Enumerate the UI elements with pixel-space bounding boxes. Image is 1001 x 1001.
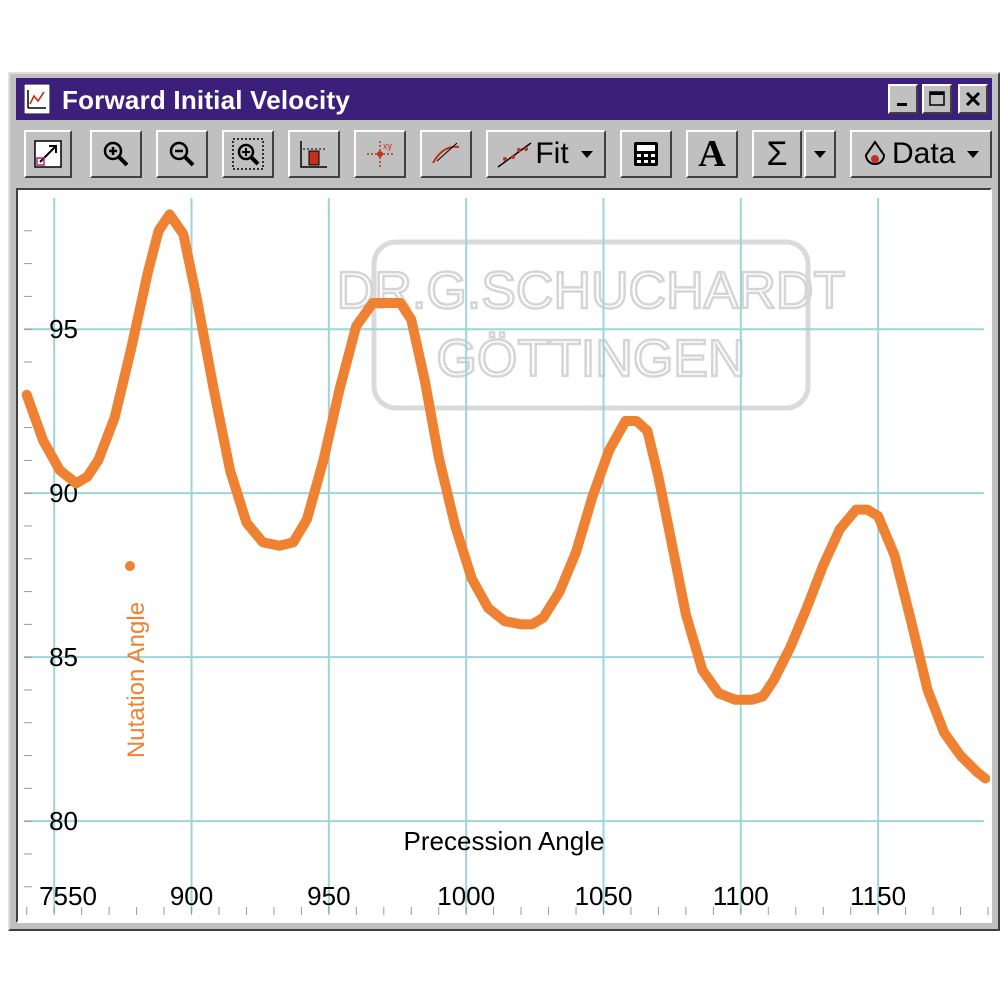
y-tick-label: 85: [49, 642, 78, 672]
window-title: Forward Initial Velocity: [62, 85, 350, 115]
nutation-curve: [21, 209, 991, 784]
zoom-in-icon: [103, 141, 129, 167]
graph-app-icon: [24, 84, 50, 114]
x-tick-label: 900: [170, 881, 213, 911]
maximize-icon: [929, 91, 945, 106]
x-axis-label: Precession Angle: [404, 826, 605, 856]
plot-area[interactable]: DR.G.SCHUCHARDT GÖTTINGEN 80 85 90 95 900 95…: [16, 188, 992, 923]
chevron-down-icon: [814, 151, 826, 158]
text-label: A: [698, 133, 726, 175]
data-dropdown[interactable]: Data: [850, 130, 992, 178]
close-icon: [965, 91, 981, 107]
zoom-region-icon: [232, 138, 264, 170]
toolbar: xy Fit A: [16, 126, 992, 182]
x-tick-label: 1050: [575, 881, 633, 911]
x-tick-label: 1100: [713, 881, 769, 911]
graph-window: Forward Initial Velocity: [8, 72, 1000, 931]
x-tick-label: 950: [307, 881, 350, 911]
statistics-button[interactable]: [288, 130, 340, 178]
zoom-out-button[interactable]: [156, 130, 208, 178]
integral-dropdown[interactable]: [804, 130, 836, 178]
fit-dropdown[interactable]: Fit: [486, 130, 606, 178]
chevron-down-icon: [580, 151, 593, 158]
x-axis: 900 950 1000 1050 1100 1150: [170, 881, 906, 911]
series-marker: [125, 561, 135, 571]
maximize-button[interactable]: [922, 84, 952, 114]
sigma-label: Σ: [766, 134, 788, 173]
watermark-line2: GÖTTINGEN: [436, 330, 745, 388]
chevron-down-icon: [967, 151, 980, 158]
calculator-button[interactable]: [620, 130, 672, 178]
integral-button[interactable]: Σ: [752, 130, 802, 178]
zoom-in-button[interactable]: [90, 130, 142, 178]
autoscale-button[interactable]: [24, 130, 72, 178]
tangent-button[interactable]: [420, 130, 472, 178]
title-bar[interactable]: Forward Initial Velocity: [16, 78, 992, 120]
close-button[interactable]: [958, 84, 988, 114]
watermark-line1: DR.G.SCHUCHARDT: [337, 262, 845, 320]
minimize-icon: [897, 103, 907, 106]
zoom-region-button[interactable]: [222, 130, 274, 178]
y-tick-label: 80: [49, 806, 78, 836]
y-tick-label: 95: [49, 314, 78, 344]
data-label: Data: [892, 137, 956, 170]
schuchardt-watermark: DR.G.SCHUCHARDT GÖTTINGEN: [336, 239, 846, 411]
calculator-icon: [634, 142, 658, 166]
grid: [24, 198, 989, 915]
x-tick-label: 1150: [850, 881, 906, 911]
data-set-icon: [864, 140, 886, 165]
svg-text:xy: xy: [383, 141, 393, 151]
crosshair-icon: xy: [367, 141, 393, 167]
zoom-out-icon: [169, 141, 195, 167]
curve-fit-icon: [497, 142, 532, 168]
tangent-icon: [432, 142, 460, 164]
text-annotation-button[interactable]: A: [686, 130, 738, 178]
x-tick-label: 1000: [437, 881, 495, 911]
fit-label: Fit: [535, 137, 569, 170]
autoscale-icon: [34, 140, 62, 168]
x-origin-label: 7550: [39, 881, 97, 911]
examine-button[interactable]: xy: [354, 130, 406, 178]
minimize-button[interactable]: [888, 84, 918, 114]
y-axis-label: Nutation Angle: [123, 602, 150, 758]
bar-chart-icon: [300, 141, 327, 168]
